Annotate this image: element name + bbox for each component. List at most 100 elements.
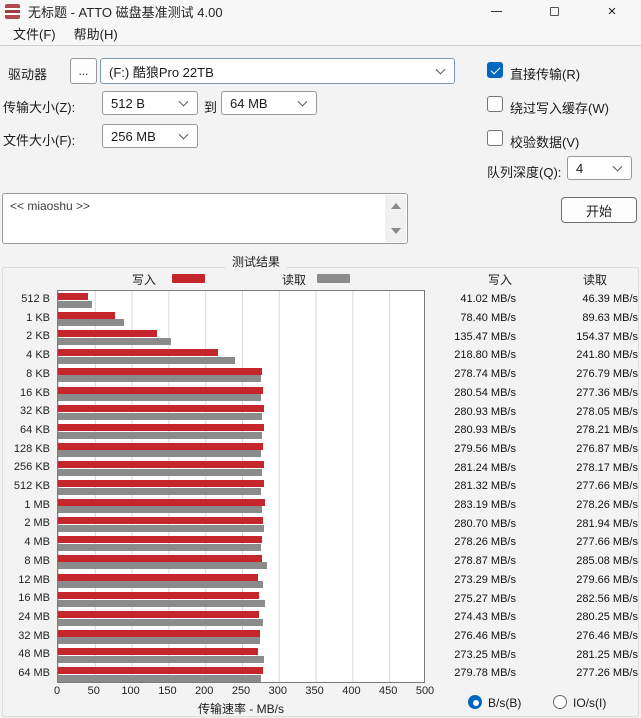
menu-bar: 文件(F) 帮助(H) xyxy=(0,22,641,46)
read-value: 277.66 MB/s xyxy=(576,536,638,549)
read-value: 278.21 MB/s xyxy=(576,424,638,437)
bypass-cache-checkbox[interactable] xyxy=(487,96,503,112)
x-axis-tick: 150 xyxy=(158,685,177,697)
write-value: 279.56 MB/s xyxy=(454,442,516,455)
write-value: 276.46 MB/s xyxy=(454,630,516,642)
y-axis-label: 4 MB xyxy=(24,536,50,549)
verify-data-checkbox[interactable] xyxy=(487,130,503,146)
value-row: 273.25 MB/s 281.25 MB/s xyxy=(430,645,638,664)
values-table: 41.02 MB/s 46.39 MB/s 78.40 MB/s 89.63 MB/s… xyxy=(430,290,638,683)
read-value: 241.80 MB/s xyxy=(576,349,638,362)
y-axis-label: 1 KB xyxy=(26,311,50,324)
scroll-up-icon xyxy=(391,203,401,209)
queue-depth-select[interactable]: 4 xyxy=(567,156,632,180)
value-row: 276.46 MB/s 276.46 MB/s xyxy=(430,627,638,646)
chart-row xyxy=(58,646,424,665)
write-bar xyxy=(58,667,263,675)
chart-row xyxy=(58,572,424,591)
read-bar xyxy=(58,450,261,458)
write-bar xyxy=(58,517,264,525)
write-value: 274.43 MB/s xyxy=(454,611,516,624)
drive-select-value: (F:) 酷狼Pro 22TB xyxy=(109,64,214,80)
menu-file[interactable]: 文件(F) xyxy=(13,27,56,42)
chart-row xyxy=(58,478,424,497)
close-button[interactable]: × xyxy=(583,0,641,22)
chart-row xyxy=(58,328,424,347)
value-row: 41.02 MB/s 46.39 MB/s xyxy=(430,290,638,309)
chart-row xyxy=(58,609,424,628)
browse-drive-button[interactable]: ... xyxy=(70,58,97,84)
y-axis-label: 256 KB xyxy=(13,461,50,474)
read-bar xyxy=(58,637,261,645)
direct-io-checkbox[interactable] xyxy=(487,62,503,78)
maximize-button[interactable] xyxy=(525,0,583,22)
write-bar xyxy=(58,423,264,431)
file-size-select[interactable]: 256 MB xyxy=(102,124,198,148)
y-axis-label: 24 MB xyxy=(18,610,50,623)
verify-data-label: 校验数据(V) xyxy=(510,135,580,150)
read-bar xyxy=(58,412,262,420)
legend-read-label: 读取 xyxy=(282,273,307,287)
value-row: 280.54 MB/s 277.36 MB/s xyxy=(430,384,638,403)
value-row: 278.74 MB/s 276.79 MB/s xyxy=(430,365,638,384)
description-textarea[interactable]: << miaoshu >> xyxy=(2,193,408,244)
drive-select[interactable]: (F:) 酷狼Pro 22TB xyxy=(100,58,455,84)
chart-row xyxy=(58,422,424,441)
read-value: 46.39 MB/s xyxy=(582,293,638,306)
unit-ios-radio[interactable] xyxy=(553,695,567,709)
value-row: 280.70 MB/s 281.94 MB/s xyxy=(430,514,638,533)
y-axis-label: 1 MB xyxy=(24,498,50,511)
y-axis-label: 128 KB xyxy=(13,442,50,455)
chevron-down-icon xyxy=(178,129,189,140)
read-column-header: 读取 xyxy=(582,273,607,287)
read-bar xyxy=(58,506,262,514)
read-bar xyxy=(58,394,262,402)
x-axis-tick: 350 xyxy=(305,685,324,697)
menu-help[interactable]: 帮助(H) xyxy=(73,27,118,42)
read-value: 276.46 MB/s xyxy=(576,630,638,642)
value-row: 78.40 MB/s 89.63 MB/s xyxy=(430,309,638,328)
chart-row xyxy=(58,441,424,460)
value-row: 281.32 MB/s 277.66 MB/s xyxy=(430,477,638,496)
write-bar xyxy=(58,480,264,488)
chart-plot-area xyxy=(57,290,425,683)
write-value: 275.27 MB/s xyxy=(454,592,516,605)
minimize-button[interactable] xyxy=(467,0,525,22)
x-axis-tick: 100 xyxy=(121,685,140,697)
read-bar xyxy=(58,618,264,626)
write-bar xyxy=(58,536,262,544)
write-bar xyxy=(58,648,259,656)
description-scrollbar[interactable] xyxy=(385,195,406,242)
read-value: 282.56 MB/s xyxy=(576,592,638,605)
chart-row xyxy=(58,385,424,404)
unit-bs-radio[interactable] xyxy=(468,695,482,709)
read-value: 280.25 MB/s xyxy=(576,611,638,624)
x-axis-tick: 50 xyxy=(87,685,100,697)
title-bar: 无标题 - ATTO 磁盘基准测试 4.00 × xyxy=(0,0,641,22)
write-value: 280.93 MB/s xyxy=(454,405,516,418)
value-row: 283.19 MB/s 278.26 MB/s xyxy=(430,496,638,515)
y-axis-label: 16 KB xyxy=(20,386,50,399)
y-axis-label: 8 MB xyxy=(24,554,50,567)
start-button[interactable]: 开始 xyxy=(561,197,637,223)
chart-row xyxy=(58,347,424,366)
transfer-from-select[interactable]: 512 B xyxy=(102,91,198,115)
y-axis-label: 64 KB xyxy=(20,423,50,436)
chevron-down-icon xyxy=(178,96,189,107)
minimize-icon xyxy=(490,10,502,12)
write-value: 280.93 MB/s xyxy=(454,424,516,437)
chart-row xyxy=(58,366,424,385)
write-bar xyxy=(58,349,219,357)
maximize-icon xyxy=(549,6,559,16)
write-value: 135.47 MB/s xyxy=(454,330,516,343)
chart-row xyxy=(58,515,424,534)
read-bar xyxy=(58,431,262,439)
transfer-to-select[interactable]: 64 MB xyxy=(221,91,317,115)
write-value: 281.24 MB/s xyxy=(454,461,516,474)
chevron-down-icon xyxy=(297,96,308,107)
read-value: 89.63 MB/s xyxy=(582,312,638,325)
chart-row xyxy=(58,628,424,647)
read-bar xyxy=(58,487,262,495)
write-bar xyxy=(58,610,259,618)
write-bar xyxy=(58,367,263,375)
